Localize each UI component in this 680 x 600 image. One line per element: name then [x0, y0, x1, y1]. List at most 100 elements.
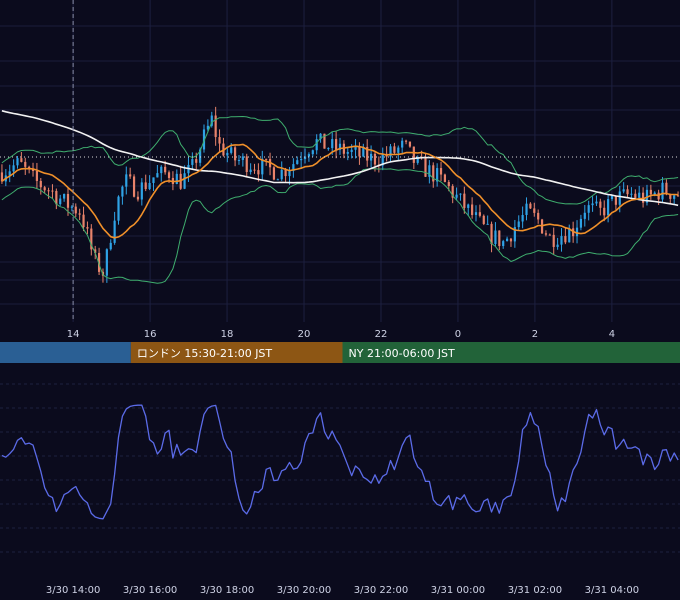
candle-body	[296, 160, 299, 165]
candle-body	[603, 207, 606, 216]
bottom-axis-tick-label: 3/30 22:00	[354, 585, 408, 596]
candle-body	[626, 189, 629, 195]
session-block	[342, 342, 680, 363]
candle-body	[548, 234, 551, 236]
candle-body	[346, 152, 349, 154]
candle-body	[214, 115, 217, 138]
candle-body	[249, 169, 252, 173]
candle-body	[311, 150, 314, 155]
price-panel[interactable]	[0, 0, 680, 322]
candle-body	[16, 158, 19, 166]
candle-body	[43, 187, 46, 191]
oscillator-panel[interactable]	[0, 383, 680, 553]
price-axis-background	[0, 322, 680, 342]
bollinger-lower-line	[1, 168, 679, 284]
price-axis-tick-label: 22	[375, 329, 388, 340]
candle-body	[552, 234, 555, 247]
candle-body	[498, 230, 501, 247]
price-axis-tick-label: 16	[144, 329, 157, 340]
candle-body	[253, 169, 256, 171]
candle-body	[195, 159, 198, 163]
candle-body	[202, 129, 206, 150]
candle-body	[525, 203, 528, 216]
candle-body	[579, 218, 583, 228]
candle-body	[303, 156, 307, 160]
candle-body	[502, 241, 505, 247]
bottom-axis-tick-label: 3/30 20:00	[277, 585, 331, 596]
bottom-axis-tick-label: 3/31 00:00	[431, 585, 485, 596]
candle-body	[144, 182, 147, 190]
candle-body	[241, 156, 244, 160]
candle-body	[300, 159, 303, 161]
price-axis-tick-label: 14	[67, 329, 80, 340]
candle-body	[358, 146, 361, 157]
candle-body	[129, 174, 132, 177]
price-axis-tick-label: 0	[455, 329, 461, 340]
candle-body	[393, 146, 396, 153]
candle-body	[82, 214, 85, 228]
candle-body	[459, 193, 462, 195]
candle-body	[432, 165, 435, 182]
candle-body	[505, 238, 509, 242]
candle-body	[490, 223, 493, 244]
candle-body	[618, 191, 621, 205]
candle-body	[156, 173, 159, 178]
candle-body	[653, 192, 656, 195]
candle-body	[645, 189, 649, 203]
candle-body	[560, 236, 563, 245]
candle-body	[354, 146, 357, 150]
candle-body	[28, 166, 31, 169]
candle-body	[121, 186, 124, 197]
candle-body	[338, 143, 342, 150]
candle-body	[439, 168, 443, 175]
candle-body	[447, 181, 450, 187]
candle-body	[335, 139, 338, 150]
candle-body	[66, 193, 70, 208]
candle-body	[8, 171, 11, 176]
candle-body	[521, 215, 524, 222]
candle-body	[591, 203, 594, 206]
candle-body	[428, 165, 431, 177]
candle-body	[350, 149, 353, 153]
candle-body	[245, 156, 248, 173]
bottom-axis-tick-label: 3/31 02:00	[508, 585, 562, 596]
candle-body	[280, 169, 283, 180]
candle-body	[486, 223, 489, 225]
session-block	[0, 342, 131, 363]
candle-body	[233, 147, 237, 161]
oscillator-line	[1, 404, 679, 520]
candle-body	[408, 141, 412, 147]
candle-body	[319, 133, 322, 140]
candle-body	[226, 152, 229, 156]
candle-body	[634, 193, 637, 198]
candle-body	[167, 172, 171, 178]
candle-body	[265, 158, 268, 160]
candle-body	[183, 173, 186, 189]
candle-body	[381, 153, 384, 166]
candle-body	[575, 227, 579, 237]
candle-body	[59, 198, 62, 205]
candle-body	[362, 146, 365, 157]
moving-average-long-line	[1, 110, 679, 207]
session-bar: ロンドン 15:30-21:00 JST NY 21:00-06:00 JST	[0, 342, 680, 363]
candle-body	[366, 146, 369, 161]
candle-body	[0, 172, 4, 182]
candle-body	[55, 190, 58, 205]
candle-body	[276, 179, 279, 181]
candle-body	[292, 164, 295, 171]
candle-body	[323, 133, 326, 149]
bottom-time-axis: 3/30 14:00 3/30 16:00 3/30 18:00 3/30 20:00…	[46, 585, 639, 596]
price-axis-tick-label: 20	[298, 329, 311, 340]
candle-body	[218, 137, 221, 144]
candle-body	[463, 193, 466, 208]
candle-body	[373, 153, 377, 165]
candle-body	[24, 161, 27, 167]
candle-body	[136, 196, 140, 200]
candle-body	[556, 244, 559, 247]
bollinger-upper-line	[1, 116, 679, 205]
candle-body	[47, 190, 50, 192]
session-block	[130, 342, 343, 363]
bottom-axis-tick-label: 3/30 16:00	[123, 585, 177, 596]
